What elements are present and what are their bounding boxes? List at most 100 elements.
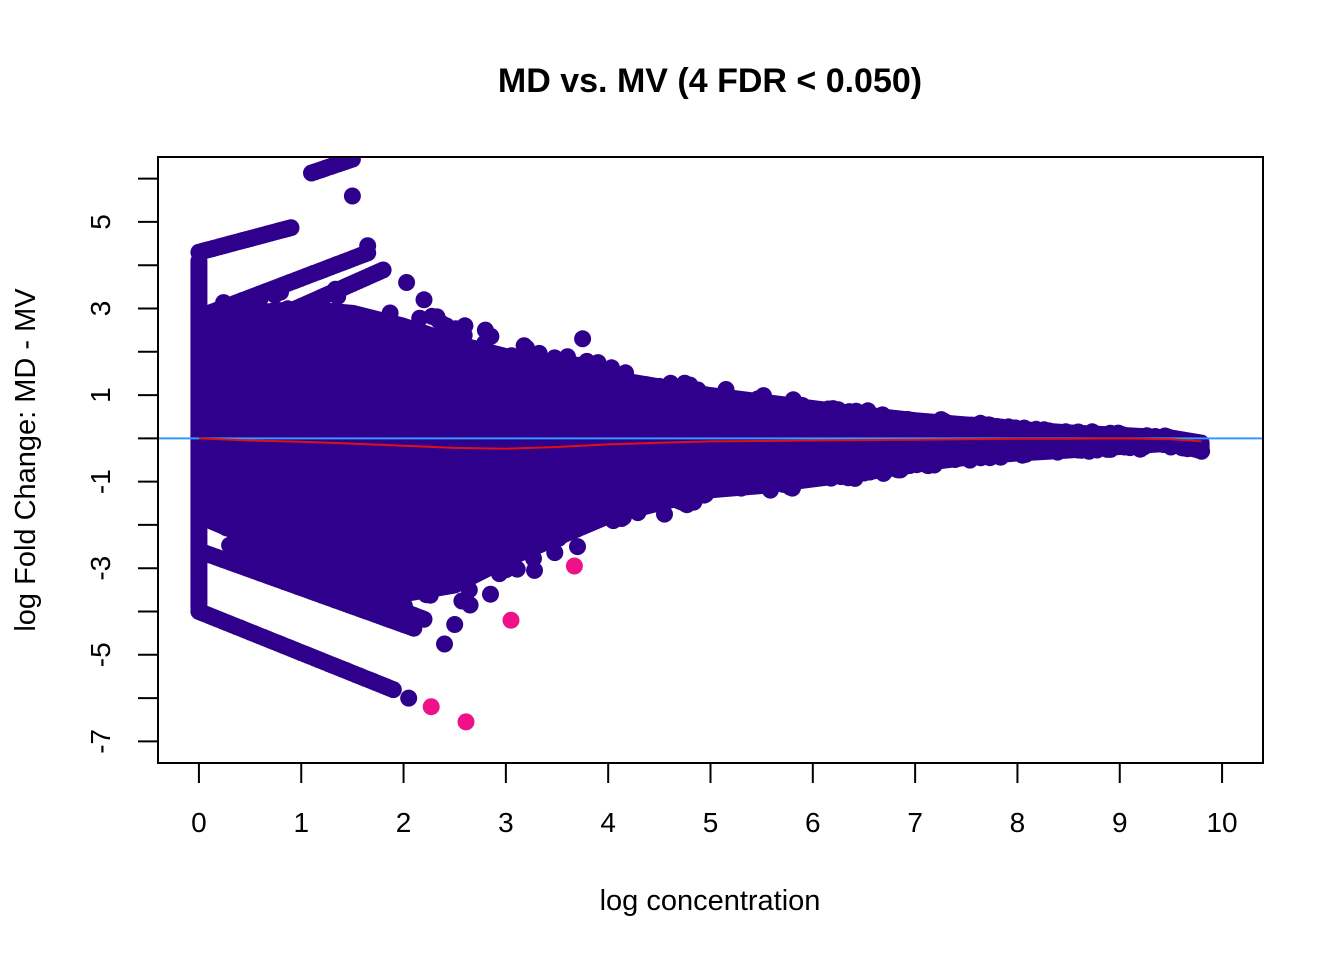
data-point	[783, 479, 801, 497]
data-point	[855, 464, 873, 482]
data-point	[1101, 426, 1119, 443]
data-point	[558, 354, 576, 372]
data-point	[236, 305, 254, 323]
data-point	[939, 414, 956, 432]
data-point	[381, 304, 399, 322]
data-point	[221, 304, 239, 322]
data-point	[697, 485, 715, 503]
x-tick-label: 0	[191, 807, 207, 838]
data-point	[1000, 418, 1017, 436]
y-tick-label: 5	[85, 214, 116, 230]
data-point	[476, 321, 494, 339]
data-point	[1015, 419, 1033, 437]
data-point	[664, 487, 682, 505]
data-point	[241, 535, 259, 552]
y-tick-label: -5	[85, 642, 116, 667]
data-point	[1035, 421, 1053, 439]
data-point	[1057, 423, 1075, 441]
data-point	[1080, 442, 1098, 460]
data-point	[421, 586, 439, 604]
data-point	[311, 554, 329, 572]
data-point	[378, 588, 396, 606]
data-point	[436, 635, 453, 653]
data-point	[331, 587, 348, 605]
data-point	[604, 512, 622, 530]
data-point	[327, 280, 344, 298]
data-point	[395, 597, 413, 615]
data-point	[1162, 438, 1180, 456]
data-point	[859, 402, 877, 420]
data-point	[978, 446, 996, 464]
data-point	[349, 573, 367, 591]
data-point	[546, 544, 564, 562]
data-point	[533, 351, 551, 369]
data-point	[343, 187, 361, 205]
x-tick-label: 3	[498, 807, 514, 838]
data-point	[384, 681, 402, 699]
data-point	[526, 561, 543, 579]
data-point	[446, 616, 464, 633]
data-point	[829, 401, 847, 419]
data-point	[343, 157, 361, 168]
data-point	[494, 351, 512, 369]
x-tick-label: 9	[1112, 807, 1128, 838]
data-point	[1017, 445, 1035, 463]
x-axis-label: log concentration	[600, 885, 821, 917]
data-point	[568, 520, 586, 538]
data-point	[1033, 443, 1051, 460]
data-point	[272, 283, 289, 301]
x-tick-label: 1	[293, 807, 309, 838]
data-point	[398, 274, 416, 291]
data-point	[638, 376, 655, 394]
x-axis: 0 1 2 3 4 5 6 7 8 9 10	[191, 762, 1238, 838]
x-tick-label: 7	[907, 807, 923, 838]
y-tick-label: 1	[85, 387, 116, 403]
significant-point	[457, 713, 475, 731]
data-point	[603, 359, 620, 377]
points-layer	[190, 157, 1211, 707]
data-point	[456, 317, 474, 335]
data-point	[329, 309, 346, 327]
data-point	[822, 469, 840, 487]
data-point	[715, 385, 733, 403]
data-point	[411, 309, 429, 327]
data-point	[1131, 440, 1149, 458]
data-point	[407, 323, 425, 341]
data-point	[1049, 443, 1067, 461]
data-point	[267, 534, 285, 552]
data-point	[461, 596, 479, 614]
data-point	[917, 413, 935, 431]
data-point	[428, 329, 446, 347]
data-point	[522, 535, 540, 552]
data-point	[359, 237, 377, 255]
data-point	[899, 411, 917, 428]
x-tick-label: 6	[805, 807, 821, 838]
data-point	[251, 290, 269, 308]
y-tick-label: -7	[85, 729, 116, 754]
data-point	[620, 373, 638, 391]
data-point	[415, 291, 433, 309]
data-point	[678, 496, 696, 514]
data-point	[919, 457, 937, 475]
y-tick-label: 3	[85, 301, 116, 317]
x-tick-label: 10	[1206, 807, 1237, 838]
data-point	[569, 538, 586, 556]
data-point	[434, 315, 452, 333]
y-tick-label: -3	[85, 556, 116, 581]
data-point	[875, 409, 893, 427]
data-point	[374, 261, 392, 279]
significant-point	[502, 611, 520, 629]
data-point	[1069, 423, 1087, 441]
data-point	[493, 561, 511, 579]
data-point	[476, 334, 494, 352]
data-point	[882, 458, 900, 476]
data-point	[789, 397, 807, 415]
chart-title: MD vs. MV (4 FDR < 0.050)	[498, 62, 922, 100]
data-point	[732, 479, 750, 497]
data-point	[482, 585, 499, 603]
x-tick-label: 4	[600, 807, 616, 838]
data-point	[656, 505, 673, 523]
data-point	[466, 345, 484, 363]
data-point	[508, 560, 526, 578]
